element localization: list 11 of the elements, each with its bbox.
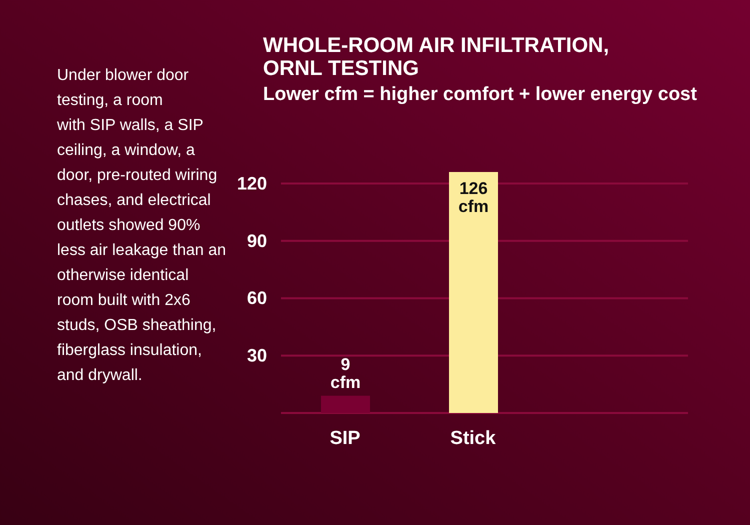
x-tick-label: Stick [450,428,496,449]
y-tick-label: 120 [236,173,267,194]
y-tick-label: 90 [246,230,267,251]
text: Under blower door testing, a room with SIP walls, a SIP ceiling, a window, a door, pre-routed wiring chases, and electrical outlets showed 90% less air leakage than an otherwise identical room built with 2x6 studs, OSB sheathing, fiberglass insulation, and drywall. [57,67,226,384]
x-tick-label: SIP [330,428,361,449]
data-label: 9 cfm [330,354,361,392]
chart-title: WHOLE-ROOM AIR INFILTRATION, ORNL TESTING [263,34,610,80]
chart-subtitle: Lower cfm = higher comfort + lower energy cost [263,84,698,106]
data-label: 126 cfm [458,179,489,216]
y-tick-label: 30 [246,346,267,366]
y-tick-label: 60 [246,288,267,308]
